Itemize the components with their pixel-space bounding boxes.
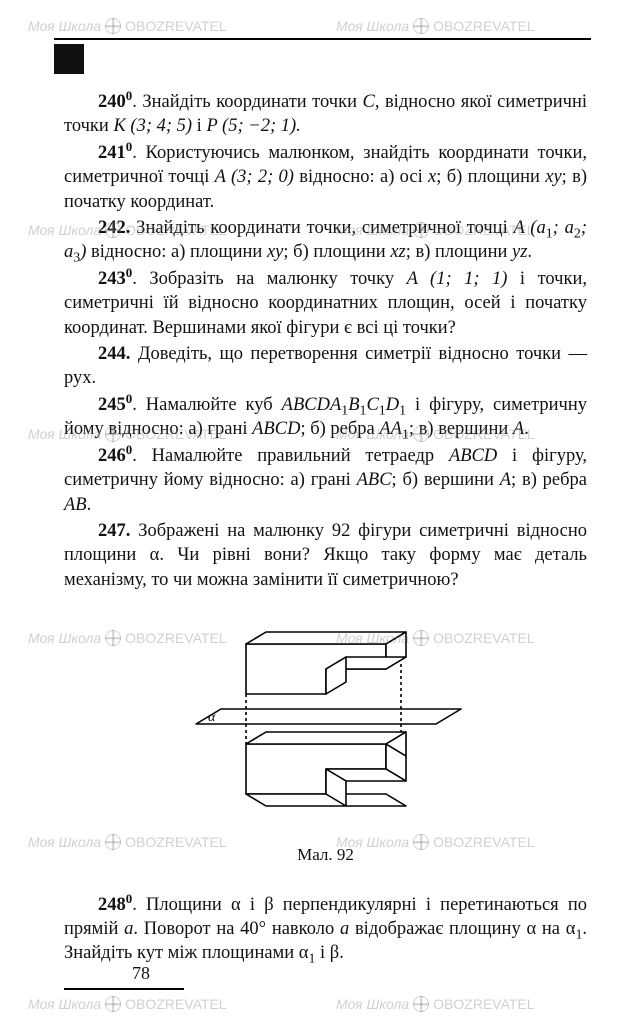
- page: 2400. Знайдіть координати точки C, відно…: [0, 0, 639, 1024]
- problem-240: 2400. Знайдіть координати точки C, відно…: [64, 90, 587, 139]
- problem-241: 2410. Користуючись малюнком, знайдіть ко…: [64, 141, 587, 214]
- num: 240: [98, 92, 126, 112]
- problem-242: 242. Знайдіть координати точки, симетрич…: [64, 216, 587, 265]
- figure-caption: Мал. 92: [64, 844, 587, 866]
- corner-ornament: [54, 44, 84, 74]
- problem-243: 2430. Зобразіть на малюнку точку A (1; 1…: [64, 267, 587, 340]
- page-number-area: 78: [64, 963, 184, 990]
- alpha-label: α: [208, 710, 216, 725]
- figure-92: α: [64, 614, 587, 866]
- figure-92-svg: α: [176, 614, 476, 834]
- after-figure: 2480. Площини α і β перпендикулярні і пе…: [64, 893, 587, 966]
- problem-244: 244. Доведіть, що перетворення симетрії …: [64, 342, 587, 391]
- page-number: 78: [64, 963, 184, 984]
- problem-245: 2450. Намалюйте куб ABCDA1B1C1D1 і фігур…: [64, 393, 587, 442]
- problem-246: 2460. Намалюйте правильний тетраедр ABCD…: [64, 444, 587, 517]
- page-number-rule: [64, 988, 184, 990]
- top-rule: [54, 38, 591, 40]
- problem-248: 2480. Площини α і β перпендикулярні і пе…: [64, 893, 587, 966]
- problem-247: 247. Зображені на малюнку 92 фігури симе…: [64, 519, 587, 592]
- content: 2400. Знайдіть координати точки C, відно…: [64, 90, 587, 966]
